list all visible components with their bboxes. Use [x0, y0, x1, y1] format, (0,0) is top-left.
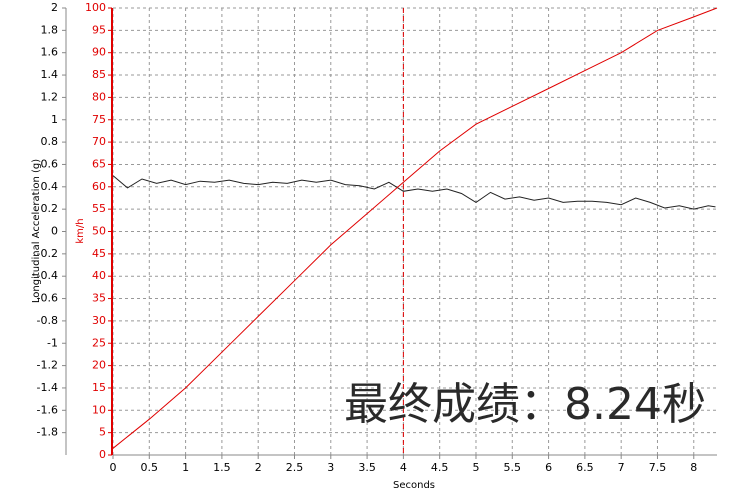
y2-tick-label: 95 — [92, 23, 106, 36]
x-tick-label: 3 — [327, 461, 334, 474]
y-tick-label: 1.6 — [41, 46, 59, 59]
y-tick-label: 1 — [51, 113, 58, 126]
y-tick-label: 0.6 — [41, 157, 59, 170]
y2-tick-label: 15 — [92, 381, 106, 394]
y-tick-label: -1.4 — [37, 381, 58, 394]
x-tick-label: 4.5 — [431, 461, 449, 474]
y-tick-label: 2 — [51, 1, 58, 14]
y2-tick-label: 55 — [92, 202, 106, 215]
y-tick-label: -0.4 — [37, 269, 58, 282]
x-tick-label: 1 — [182, 461, 189, 474]
y2-tick-label: 45 — [92, 247, 106, 260]
y2-tick-label: 40 — [92, 269, 106, 282]
y2-tick-label: 10 — [92, 403, 106, 416]
data-line — [112, 7, 718, 449]
y2-tick-label: 30 — [92, 314, 106, 327]
y-tick-label: 0.8 — [41, 135, 59, 148]
y-tick-label: -0.2 — [37, 247, 58, 260]
y2-tick-label: 65 — [92, 157, 106, 170]
annotation: 最终成绩：8.24秒 — [344, 379, 706, 430]
y-tick-label: -0.8 — [37, 314, 58, 327]
y2-tick-label: 100 — [85, 1, 106, 14]
x-tick-label: 2.5 — [286, 461, 304, 474]
y-tick-label: 0.2 — [41, 202, 59, 215]
y2-tick-label: 25 — [92, 336, 106, 349]
y-tick-label: -1.6 — [37, 403, 58, 416]
y2-tick-label: 75 — [92, 113, 106, 126]
y-tick-label: 1.4 — [41, 68, 59, 81]
y2-tick-label: 5 — [99, 426, 106, 439]
x-tick-label: 0 — [110, 461, 117, 474]
y-axis-label: Longitudinal Acceleration (g) — [31, 159, 42, 303]
x-tick-label: 7.5 — [649, 461, 667, 474]
x-tick-label: 5 — [472, 461, 479, 474]
y2-tick-label: 90 — [92, 46, 106, 59]
x-tick-label: 6 — [545, 461, 552, 474]
y-tick-label: -1.2 — [37, 359, 58, 372]
x-tick-label: 8 — [690, 461, 697, 474]
x-tick-label: 6.5 — [576, 461, 594, 474]
x-tick-label: 4 — [400, 461, 407, 474]
x-tick-label: 3.5 — [358, 461, 376, 474]
x-tick-label: 2 — [255, 461, 262, 474]
y2-tick-label: 0 — [99, 448, 106, 461]
data-line — [112, 175, 716, 210]
y-tick-label: 1.2 — [41, 90, 59, 103]
x-tick-label: 5.5 — [504, 461, 522, 474]
y2-tick-label: 35 — [92, 292, 106, 305]
y-tick-label: -1 — [47, 336, 58, 349]
y2-tick-label: 20 — [92, 359, 106, 372]
x-tick-label: 7 — [618, 461, 625, 474]
y-tick-label: -1.8 — [37, 426, 58, 439]
y2-tick-label: 50 — [92, 225, 106, 238]
y2-tick-label: 80 — [92, 90, 106, 103]
y-tick-label: 1.8 — [41, 23, 59, 36]
x-axis-label: Seconds — [393, 480, 435, 491]
y2-axis-label: km/h — [75, 218, 86, 243]
x-tick-label: 1.5 — [213, 461, 231, 474]
y-tick-label: 0.4 — [41, 180, 59, 193]
y2-tick-label: 70 — [92, 135, 106, 148]
y-tick-label: 0 — [51, 225, 58, 238]
x-tick-label: 0.5 — [141, 461, 159, 474]
y2-tick-label: 60 — [92, 180, 106, 193]
y-tick-label: -0.6 — [37, 292, 58, 305]
y2-tick-label: 85 — [92, 68, 106, 81]
